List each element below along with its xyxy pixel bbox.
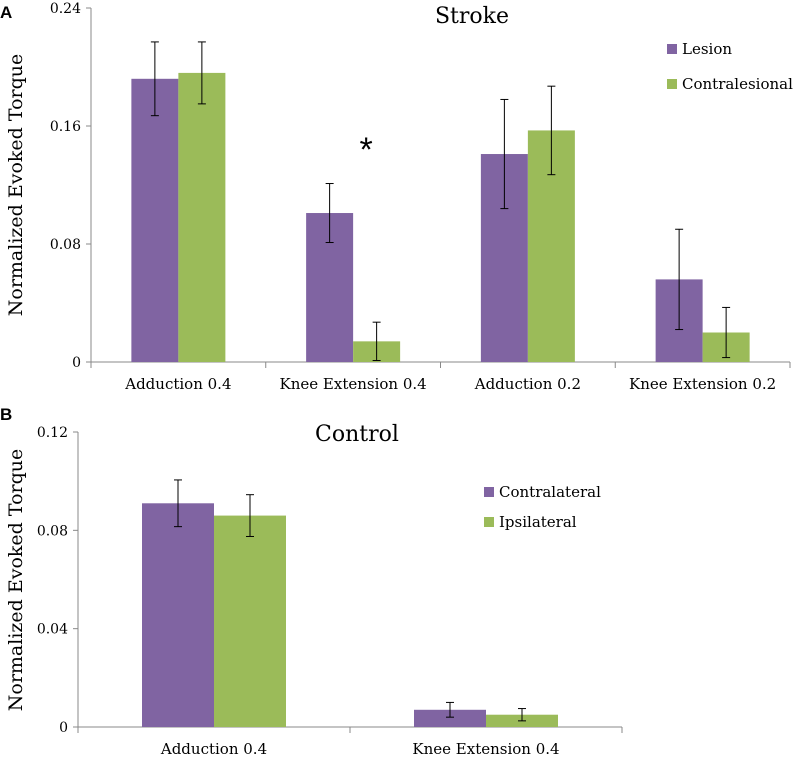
legend-swatch: [484, 517, 494, 527]
legend-label: Lesion: [682, 40, 732, 58]
legend-label: Ipsilateral: [499, 513, 577, 531]
significance-asterisk: *: [360, 131, 373, 169]
x-tick-label: Adduction 0.2: [474, 375, 581, 393]
chart-title-control: Control: [315, 422, 399, 447]
bars-b: [142, 503, 558, 727]
y-tick-label: 0: [72, 355, 81, 371]
bar-contralesional: [178, 72, 226, 363]
y-axis-label-a: Normalized Evoked Torque: [5, 54, 27, 316]
legend-swatch: [484, 487, 494, 497]
panel-a: A Stroke Normalized Evoked Torque 00.080…: [0, 1, 793, 393]
legend-label: Contralesional: [682, 75, 793, 93]
error-bars-a: [150, 41, 731, 362]
bar-contralateral: [142, 503, 214, 727]
x-tick-label: Adduction 0.4: [124, 375, 231, 393]
y-axis-label-b: Normalized Evoked Torque: [5, 449, 27, 711]
y-tick-label: 0.04: [37, 622, 68, 638]
panel-b: B Control Normalized Evoked Torque 0 0.04…: [0, 405, 623, 758]
legend-label: Contralateral: [499, 483, 601, 501]
legend-swatch: [667, 44, 677, 54]
y-tick-label: 0.12: [37, 425, 68, 441]
error-bars-b: [174, 479, 526, 722]
x-ticks-a: Adduction 0.4 Knee Extension 0.4 Adduction…: [90, 362, 791, 393]
panel-label-b: B: [0, 405, 12, 424]
y-tick-label: 0.08: [50, 237, 81, 253]
y-ticks-a: 0 0.08 0.16 0.24: [50, 1, 91, 371]
chart-title-stroke: Stroke: [435, 4, 509, 29]
bars-a: [131, 72, 750, 363]
y-tick-label: 0.16: [50, 119, 81, 135]
x-tick-label: Knee Extension 0.4: [412, 740, 559, 758]
y-tick-label: 0: [59, 720, 68, 736]
x-tick-label: Adduction 0.4: [160, 740, 267, 758]
y-tick-label: 0.24: [50, 1, 81, 17]
legend-swatch: [667, 79, 677, 89]
y-ticks-b: 0 0.04 0.08 0.12: [37, 425, 78, 736]
bar-ipsilateral: [214, 515, 286, 727]
x-ticks-b: Adduction 0.4 Knee Extension 0.4: [77, 727, 623, 758]
y-tick-label: 0.08: [37, 523, 68, 539]
annotations-a: *: [360, 131, 373, 169]
legend-a: Lesion Contralesional: [667, 40, 793, 93]
panel-label-a: A: [0, 3, 12, 22]
bar-contralateral: [414, 709, 486, 727]
x-tick-label: Knee Extension 0.4: [280, 375, 427, 393]
legend-b: Contralateral Ipsilateral: [484, 483, 601, 531]
bar-lesion: [131, 78, 179, 363]
x-tick-label: Knee Extension 0.2: [629, 375, 776, 393]
